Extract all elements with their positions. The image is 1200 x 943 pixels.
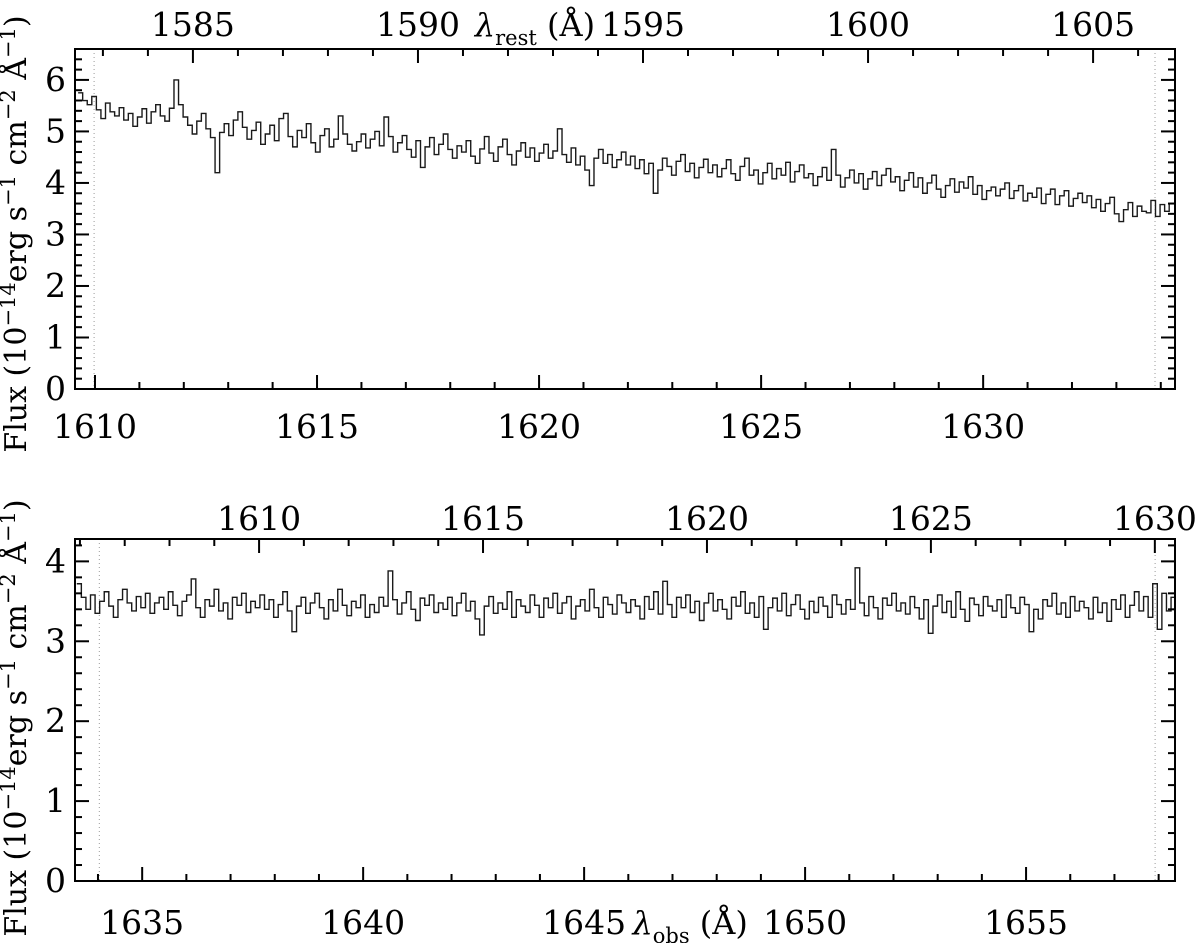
- y-tick-label: 3: [45, 621, 66, 660]
- x-tick-label: 1620: [497, 407, 581, 446]
- rest-tick-label: 1595: [601, 5, 685, 44]
- rest-tick-label: 1600: [826, 5, 910, 44]
- rest-wavelength-axis-title: λrest (Å): [473, 6, 595, 50]
- flux-spectrum-trace: [78, 79, 1174, 223]
- y-tick-label: 6: [45, 60, 66, 99]
- x-tick-label: 1625: [719, 407, 803, 446]
- flux-axis-title: Flux (10−14erg s−1 cm−2 Å−1): [0, 499, 34, 936]
- observed-wavelength-axis-title: λobs (Å): [630, 904, 747, 943]
- x-tick-label: 1655: [984, 903, 1068, 942]
- rest-tick-label: 1615: [441, 499, 525, 538]
- y-tick-label: 0: [45, 861, 66, 900]
- plot-frame: [74, 48, 1176, 390]
- y-tick-label: 3: [45, 214, 66, 253]
- rest-tick-label: 1630: [1113, 499, 1197, 538]
- rest-tick-label: 1605: [1051, 5, 1135, 44]
- rest-tick-label: 1585: [151, 5, 235, 44]
- rest-tick-label: 1590: [376, 5, 460, 44]
- plot-frame: [74, 538, 1176, 882]
- x-tick-label: 1615: [275, 407, 359, 446]
- x-tick-label: 1610: [53, 407, 137, 446]
- x-tick-label: 1650: [763, 903, 847, 942]
- x-tick-label: 1640: [321, 903, 405, 942]
- x-tick-label: 1645: [542, 903, 626, 942]
- y-tick-label: 2: [45, 266, 66, 305]
- rest-tick-label: 1620: [665, 499, 749, 538]
- y-tick-label: 5: [45, 111, 66, 150]
- y-tick-label: 4: [45, 163, 66, 202]
- bottom-spectrum-panel: 1635 1640 1645 1650 1655 1610 1615 1620 1625 1630…: [0, 499, 1197, 943]
- flux-spectrum-trace: [76, 567, 1175, 636]
- rest-tick-label: 1625: [889, 499, 973, 538]
- y-tick-label: 4: [45, 541, 66, 580]
- rest-tick-label: 1610: [217, 499, 301, 538]
- y-tick-label: 1: [45, 317, 66, 356]
- y-tick-label: 2: [45, 701, 66, 740]
- x-tick-label: 1630: [941, 407, 1025, 446]
- x-tick-label: 1635: [100, 903, 184, 942]
- y-tick-label: 1: [45, 781, 66, 820]
- y-tick-label: 0: [45, 369, 66, 408]
- flux-axis-title: Flux (10−14erg s−1 cm−2 Å−1): [0, 15, 34, 452]
